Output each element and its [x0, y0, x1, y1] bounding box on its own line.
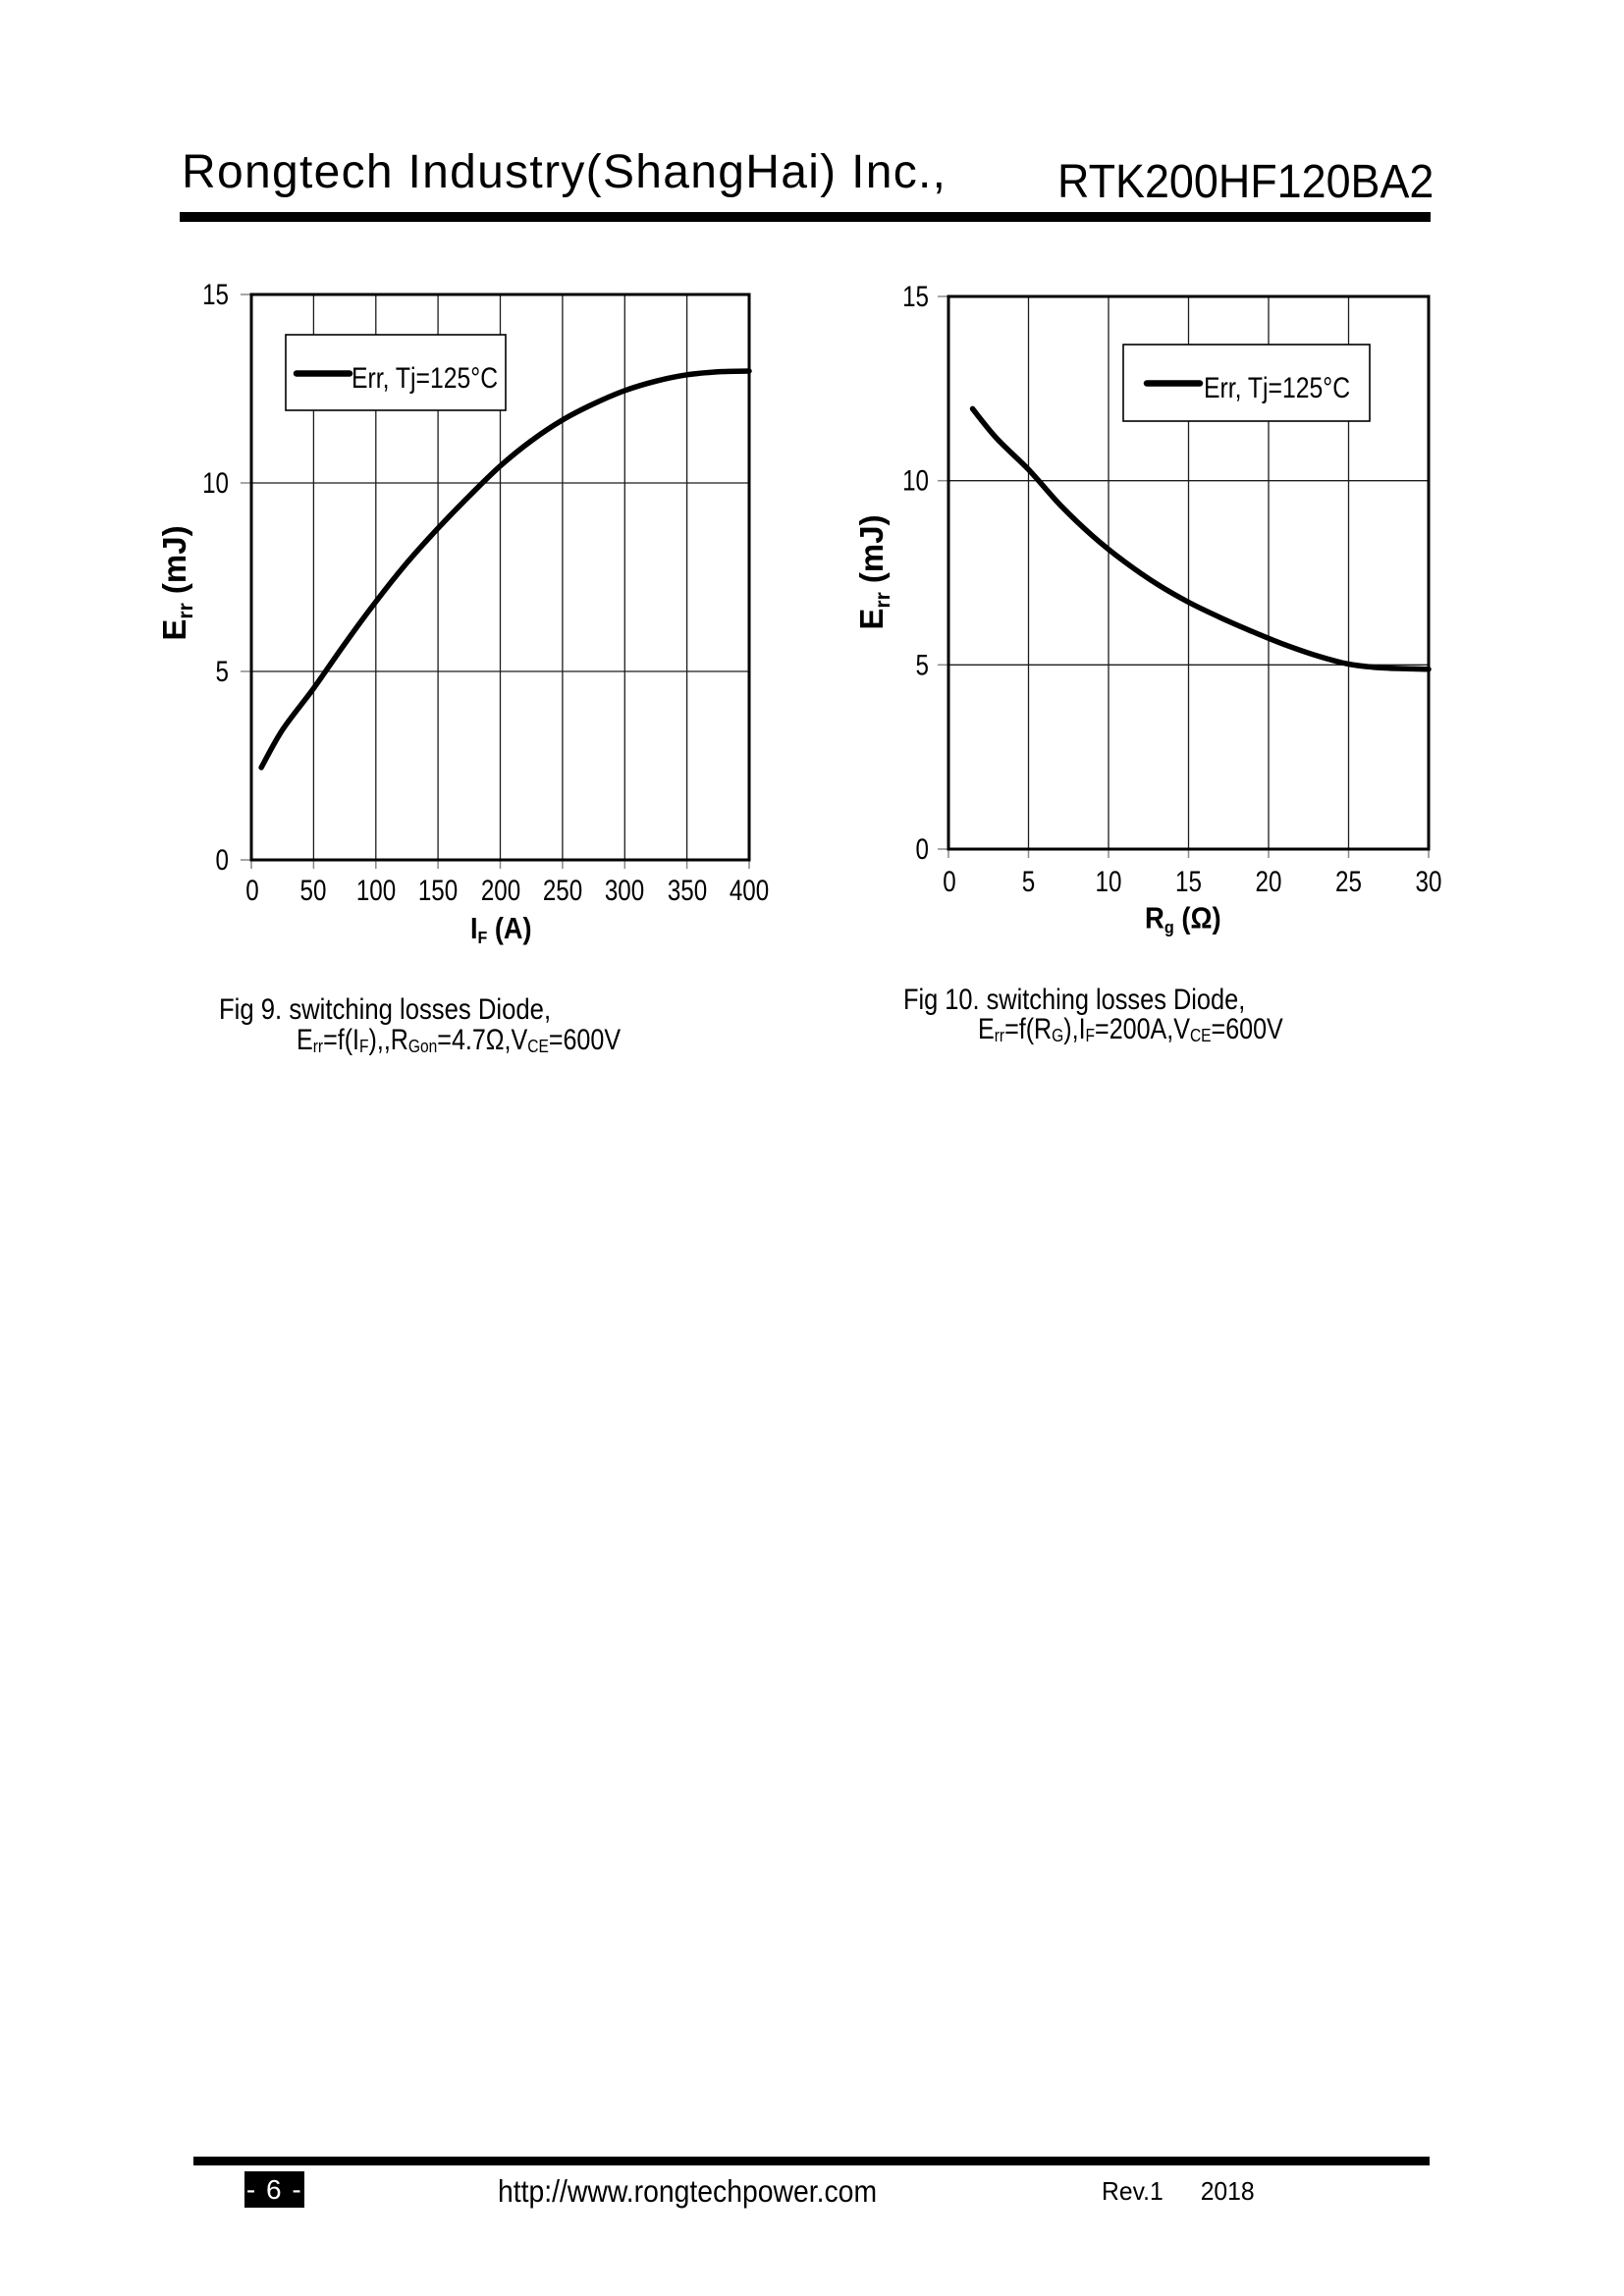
svg-text:300: 300 — [605, 875, 644, 907]
svg-text:250: 250 — [543, 875, 582, 907]
svg-text:15: 15 — [902, 281, 929, 313]
svg-text:5: 5 — [916, 649, 929, 681]
svg-text:0: 0 — [943, 866, 955, 898]
svg-text:200: 200 — [481, 875, 520, 907]
svg-text:50: 50 — [300, 875, 327, 907]
svg-text:0: 0 — [916, 833, 929, 866]
svg-text:150: 150 — [418, 875, 458, 907]
svg-text:Err (mJ): Err (mJ) — [156, 525, 197, 640]
svg-text:5: 5 — [1022, 866, 1035, 898]
svg-text:Err, Tj=125°C: Err, Tj=125°C — [1204, 371, 1350, 404]
svg-text:15: 15 — [1175, 866, 1202, 898]
svg-text:400: 400 — [730, 875, 769, 907]
svg-text:Err (mJ): Err (mJ) — [853, 514, 894, 629]
svg-text:0: 0 — [216, 844, 229, 877]
svg-text:Rg (Ω): Rg (Ω) — [1145, 902, 1221, 936]
svg-text:15: 15 — [202, 279, 229, 311]
svg-text:10: 10 — [1096, 866, 1122, 898]
svg-text:100: 100 — [356, 875, 396, 907]
svg-text:IF (A): IF (A) — [470, 913, 532, 948]
svg-text:10: 10 — [902, 464, 929, 497]
svg-text:20: 20 — [1256, 866, 1282, 898]
svg-text:5: 5 — [216, 656, 229, 688]
svg-text:30: 30 — [1416, 866, 1442, 898]
svg-text:25: 25 — [1335, 866, 1362, 898]
svg-text:10: 10 — [202, 467, 229, 500]
svg-text:350: 350 — [668, 875, 707, 907]
svg-text:Err, Tj=125°C: Err, Tj=125°C — [352, 361, 498, 395]
svg-text:0: 0 — [245, 875, 258, 907]
